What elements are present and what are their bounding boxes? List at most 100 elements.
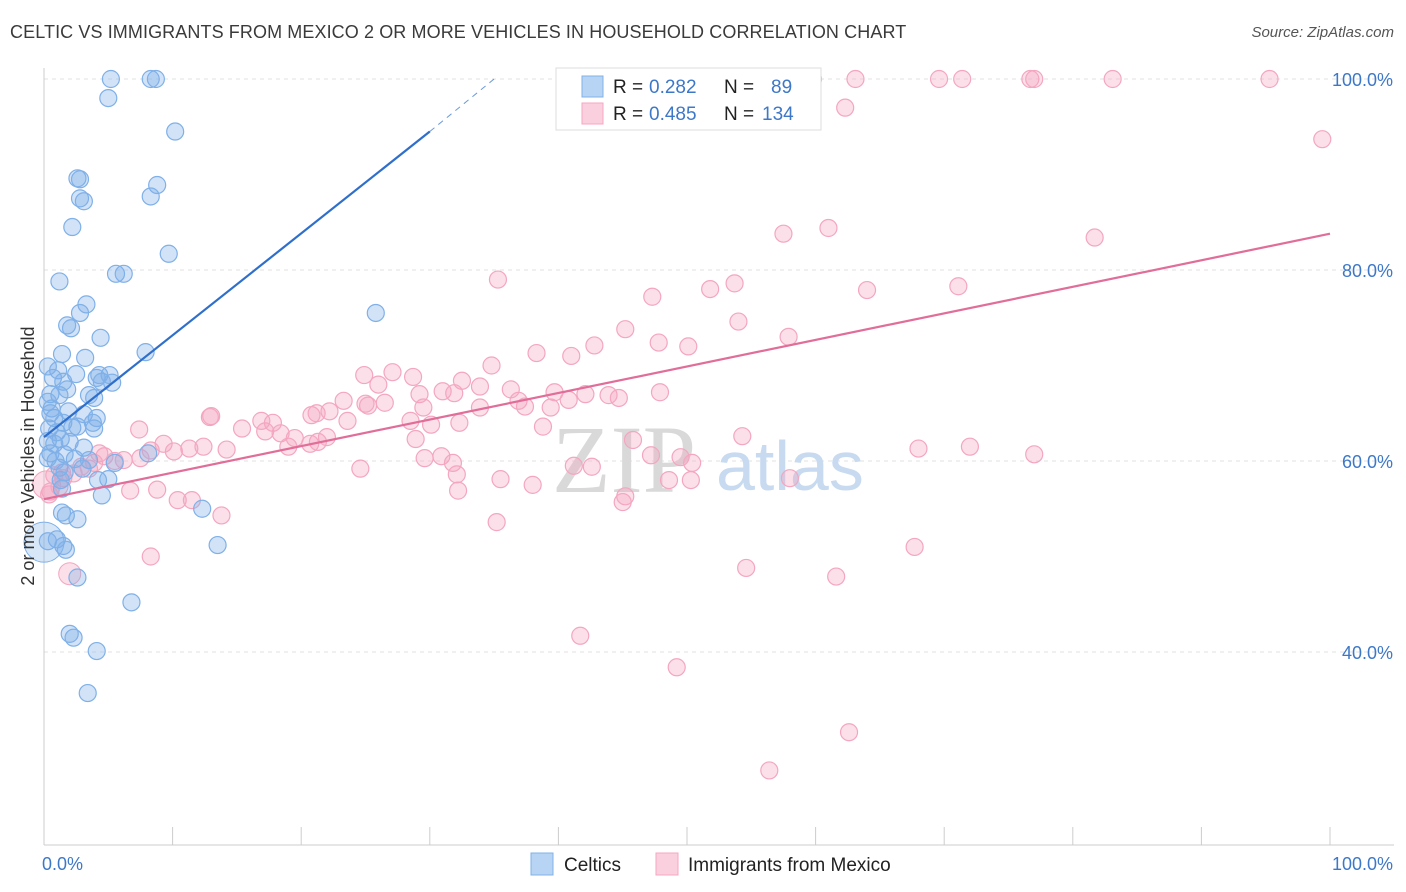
point-mexico — [164, 442, 183, 461]
point-mexico — [819, 218, 838, 238]
point-mexico — [562, 346, 581, 366]
point-mexico — [527, 343, 546, 363]
point-mexico — [571, 626, 590, 645]
legend-swatch-celtics — [581, 75, 604, 98]
point-celtics — [99, 470, 118, 489]
point-mexico — [447, 465, 466, 484]
point-mexico — [515, 397, 535, 416]
point-celtics — [68, 510, 87, 529]
point-mexico — [488, 270, 508, 289]
point-mexico — [338, 411, 357, 430]
bottom-legend-label-mexico: Immigrants from Mexico — [688, 855, 891, 876]
point-celtics — [106, 264, 126, 283]
point-mexico — [450, 413, 469, 432]
point-celtics — [64, 628, 83, 647]
point-mexico — [839, 723, 859, 742]
point-mexico — [929, 69, 949, 89]
point-mexico — [1025, 69, 1044, 89]
point-mexico — [564, 456, 583, 475]
point-mexico — [432, 447, 451, 466]
point-celtics — [78, 683, 97, 703]
point-mexico — [649, 333, 668, 352]
point-mexico — [410, 385, 429, 404]
point-mexico — [252, 411, 271, 430]
point-celtics — [99, 88, 118, 108]
point-mexico — [200, 407, 219, 427]
point-celtics — [101, 69, 120, 89]
point-mexico — [433, 382, 452, 401]
point-mexico — [523, 475, 542, 494]
point-celtics — [114, 264, 133, 283]
point-mexico — [960, 437, 980, 456]
point-celtics — [41, 404, 60, 423]
y-tick-label: 60.0% — [1342, 452, 1393, 472]
point-mexico — [445, 384, 464, 403]
y-tick-label: 40.0% — [1342, 643, 1393, 663]
point-mexico — [737, 558, 756, 578]
x-tick-labels: 0.0% 100.0% — [42, 854, 1393, 874]
point-mexico — [949, 277, 968, 296]
point-celtics — [193, 499, 212, 518]
point-mexico — [482, 356, 501, 375]
point-mexico — [232, 419, 252, 438]
point-celtics — [208, 535, 227, 555]
point-mexico — [729, 312, 748, 331]
point-celtics — [68, 568, 87, 587]
point-mexico — [683, 453, 702, 473]
legend-n-value-celtics: 89 — [771, 77, 792, 98]
point-mexico — [356, 394, 375, 413]
point-celtics — [141, 69, 160, 89]
point-celtics — [85, 419, 104, 438]
point-celtics — [87, 641, 106, 661]
point-mexico — [1313, 130, 1332, 149]
point-celtics — [38, 532, 57, 551]
point-celtics — [61, 319, 81, 338]
point-mexico — [650, 383, 670, 402]
point-mexico — [576, 385, 595, 404]
axes — [43, 68, 1394, 846]
point-celtics — [52, 344, 72, 364]
point-mexico — [383, 363, 402, 382]
point-mexico — [725, 274, 744, 293]
point-mexico — [599, 386, 618, 405]
point-celtics — [58, 380, 77, 399]
point-mexico — [95, 447, 114, 466]
point-mexico — [271, 424, 290, 443]
point-mexico — [168, 491, 187, 510]
correlation-legend: R = 0.282 N = 89 R = 0.485 N = 134 — [555, 67, 822, 131]
point-celtics — [47, 530, 66, 549]
point-celtics-large — [23, 521, 65, 563]
point-mexico — [1025, 445, 1044, 464]
point-celtics — [56, 540, 75, 559]
point-mexico — [559, 390, 578, 409]
point-celtics — [105, 453, 124, 473]
point-celtics — [91, 328, 110, 347]
point-mexico — [681, 471, 700, 490]
point-mexico — [1103, 69, 1122, 89]
point-celtics — [65, 449, 84, 469]
y-tick-labels: 40.0% 60.0% 80.0% 100.0% — [1332, 70, 1393, 663]
point-mexico — [491, 470, 510, 489]
point-mexico — [905, 537, 924, 557]
point-celtics — [70, 170, 90, 189]
point-mexico — [414, 398, 433, 417]
point-celtics — [139, 444, 158, 463]
point-mexico — [1260, 69, 1279, 89]
point-mexico — [351, 459, 370, 478]
gridlines — [44, 78, 1394, 653]
point-mexico — [403, 367, 423, 387]
legend-r-value-celtics: 0.282 — [649, 77, 697, 98]
point-mexico — [641, 446, 661, 465]
point-mexico — [616, 320, 635, 339]
point-mexico — [659, 471, 679, 490]
legend-r-label-celtics: R = — [613, 77, 643, 98]
watermark-atlas: atlas — [716, 427, 864, 505]
point-mexico — [406, 429, 425, 449]
point-mexico — [774, 224, 793, 243]
point-mexico — [194, 437, 213, 456]
point-mexico — [487, 513, 506, 532]
point-celtics — [159, 244, 178, 263]
point-celtics — [50, 272, 69, 291]
point-mexico — [846, 69, 865, 89]
point-celtics — [166, 122, 185, 141]
